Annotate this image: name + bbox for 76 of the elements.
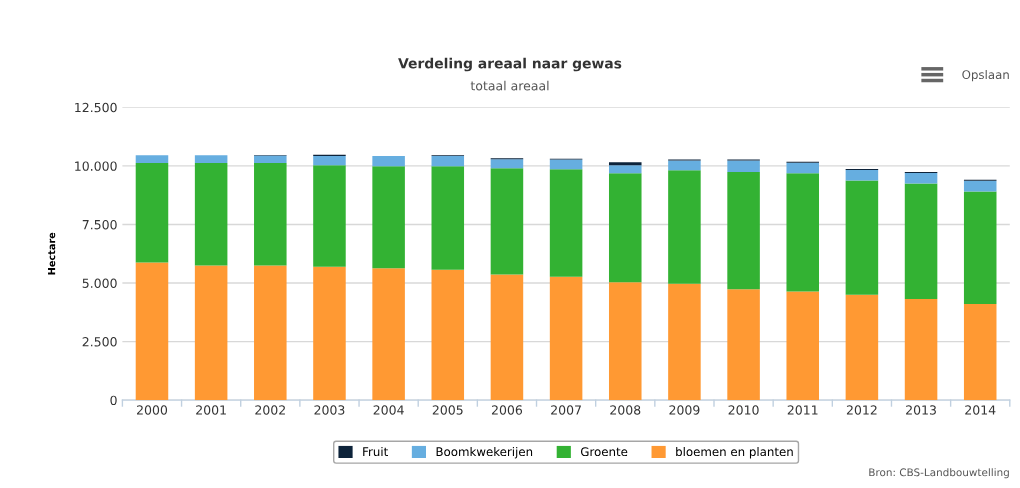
x-tick-label: 2005 <box>432 405 463 415</box>
y-tick-label: 10.000 <box>75 161 117 171</box>
bar <box>786 173 820 292</box>
bar <box>608 282 642 401</box>
bar <box>904 172 938 184</box>
bar <box>963 180 997 192</box>
bar <box>194 163 228 266</box>
bar <box>431 156 465 167</box>
bar <box>727 289 760 401</box>
legend-label: Boomkwekerijen <box>436 446 533 459</box>
x-tick-label: 2002 <box>255 405 285 415</box>
bar <box>668 170 701 284</box>
bar <box>313 165 346 267</box>
text: Opslaan <box>962 69 1009 82</box>
bar <box>668 160 701 171</box>
bar <box>490 274 524 401</box>
bar <box>727 172 760 290</box>
x-tick-label: 2013 <box>906 405 936 415</box>
x-tick-label: 2003 <box>314 405 345 415</box>
bar <box>372 268 405 401</box>
bar <box>372 156 405 167</box>
x-tick-label: 2000 <box>136 405 168 415</box>
x-tick-label: 2011 <box>787 405 818 415</box>
bar <box>135 262 169 401</box>
bar <box>490 168 524 275</box>
chart-title: Verdeling areaal naar gewas <box>398 57 622 72</box>
bar <box>727 160 760 173</box>
bar <box>254 155 287 164</box>
y-tick-label: 5.000 <box>82 278 117 288</box>
bar <box>431 269 465 401</box>
x-tick-label: 2006 <box>491 405 523 415</box>
bar <box>135 163 169 263</box>
bar <box>313 156 346 166</box>
bar <box>194 265 228 401</box>
bar <box>845 180 879 295</box>
legend-label: Fruit <box>363 446 388 457</box>
bar <box>549 276 583 401</box>
y-tick-label: 7.500 <box>82 219 117 230</box>
bar <box>549 169 583 277</box>
y-axis-title: Hectare <box>48 232 56 275</box>
x-tick-label: 2004 <box>373 405 404 415</box>
bar <box>431 166 465 270</box>
bar <box>549 159 583 170</box>
bar <box>668 283 701 401</box>
bar <box>608 165 642 174</box>
x-tick-label: 2012 <box>846 405 877 415</box>
bar <box>786 162 820 174</box>
bar <box>372 166 405 269</box>
y-tick-label: 12.500 <box>75 102 117 113</box>
bar <box>135 155 169 164</box>
legend-label: Groente <box>580 447 628 457</box>
bar <box>963 304 997 401</box>
bar <box>194 155 228 164</box>
x-tick-label: 2001 <box>196 405 226 415</box>
bar <box>845 294 879 401</box>
bar <box>963 191 997 305</box>
bar <box>313 266 346 401</box>
x-tick-label: 2008 <box>610 405 641 415</box>
bar <box>608 173 642 283</box>
text: Bron: CBS-Landbouwtelling <box>869 468 1009 479</box>
bar <box>608 162 642 166</box>
bar <box>904 183 938 299</box>
bar <box>786 291 820 401</box>
chart-subtitle: totaal areaal <box>470 80 549 91</box>
x-tick-label: 2010 <box>728 405 759 415</box>
x-tick-label: 2007 <box>551 405 581 415</box>
legend-label: bloemen en planten <box>676 446 793 459</box>
y-tick-label: 2.500 <box>82 337 117 347</box>
bar <box>904 298 938 401</box>
bar <box>845 169 879 181</box>
y-tick-label: 0 <box>110 395 117 406</box>
x-tick-label: 2014 <box>965 405 996 415</box>
bar <box>254 265 287 401</box>
x-tick-label: 2009 <box>669 405 700 415</box>
bar <box>490 159 524 169</box>
bar <box>254 163 287 266</box>
